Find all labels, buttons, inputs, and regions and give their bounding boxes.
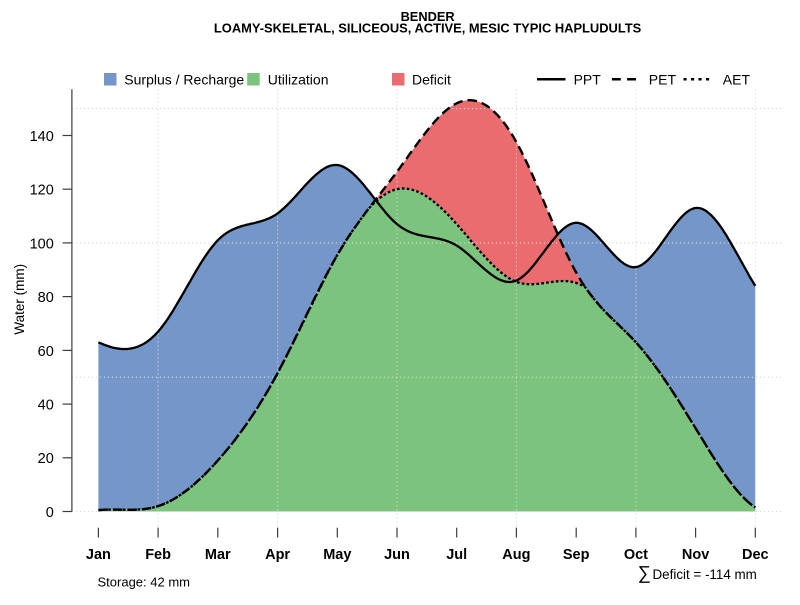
svg-text:0: 0 — [46, 505, 54, 521]
svg-text:Water (mm): Water (mm) — [12, 264, 27, 335]
svg-text:Jul: Jul — [446, 547, 467, 563]
svg-text:Sep: Sep — [563, 547, 590, 563]
svg-text:Aug: Aug — [502, 547, 530, 563]
svg-text:Oct: Oct — [624, 547, 648, 563]
svg-text:AET: AET — [723, 71, 751, 87]
svg-text:Deficit: Deficit — [412, 71, 451, 87]
svg-text:PET: PET — [649, 71, 677, 87]
svg-text:20: 20 — [38, 451, 54, 467]
svg-text:Apr: Apr — [265, 547, 290, 563]
svg-text:60: 60 — [38, 344, 54, 360]
svg-text:Storage: 42 mm: Storage: 42 mm — [98, 574, 191, 589]
svg-text:Mar: Mar — [205, 547, 231, 563]
svg-text:Surplus / Recharge: Surplus / Recharge — [124, 71, 244, 87]
svg-text:Nov: Nov — [682, 547, 709, 563]
svg-text:120: 120 — [30, 183, 54, 199]
svg-text:Utilization: Utilization — [268, 71, 329, 87]
svg-text:100: 100 — [30, 236, 54, 252]
svg-text:Dec: Dec — [742, 547, 769, 563]
svg-text:PPT: PPT — [574, 71, 602, 87]
svg-text:40: 40 — [38, 398, 54, 414]
svg-text:Jan: Jan — [86, 547, 111, 563]
svg-text:Feb: Feb — [145, 547, 171, 563]
svg-text:BENDER: BENDER — [401, 9, 455, 24]
svg-text:LOAMY-SKELETAL, SILICEOUS, ACT: LOAMY-SKELETAL, SILICEOUS, ACTIVE, MESIC… — [214, 20, 642, 35]
svg-text:80: 80 — [38, 290, 54, 306]
svg-text:May: May — [323, 547, 351, 563]
svg-text:∑Deficit = -114 mm: ∑ Deficit = -114 mm — [638, 562, 757, 583]
svg-text:140: 140 — [30, 129, 54, 145]
svg-text:Jun: Jun — [384, 547, 410, 563]
